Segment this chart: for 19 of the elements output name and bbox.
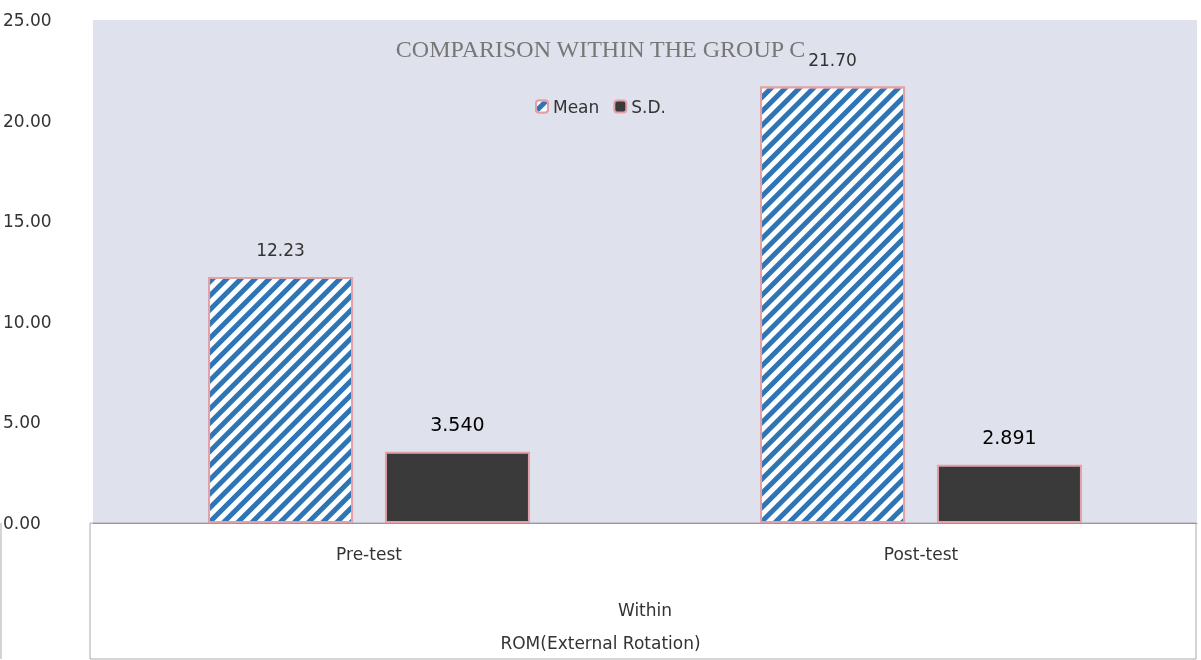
y-tick-label: 20.00 bbox=[3, 110, 52, 131]
text: ROM(External Rotation) bbox=[500, 632, 701, 653]
legend-label: Mean bbox=[553, 96, 600, 117]
text: COMPARISON WITHIN THE GROUP C bbox=[395, 36, 806, 62]
x-tick-label: Post-test bbox=[883, 543, 959, 564]
legend-label: S.D. bbox=[631, 96, 667, 117]
data-label: 2.891 bbox=[982, 426, 1037, 449]
data-label: 3.540 bbox=[430, 413, 485, 436]
data-label: 21.70 bbox=[808, 49, 857, 70]
y-tick-label: 0.00 bbox=[3, 513, 41, 533]
y-tick-label: 25.00 bbox=[3, 10, 52, 30]
data-label: 12.23 bbox=[256, 240, 305, 261]
y-tick-label: 10.00 bbox=[3, 311, 52, 332]
y-tick-label: 5.00 bbox=[3, 412, 41, 433]
y-tick-label: 15.00 bbox=[3, 211, 52, 232]
bar bbox=[936, 464, 1082, 523]
x-axis-title: Within bbox=[617, 599, 673, 620]
bar bbox=[384, 451, 530, 523]
x-tick-label: Pre-test bbox=[336, 543, 403, 564]
